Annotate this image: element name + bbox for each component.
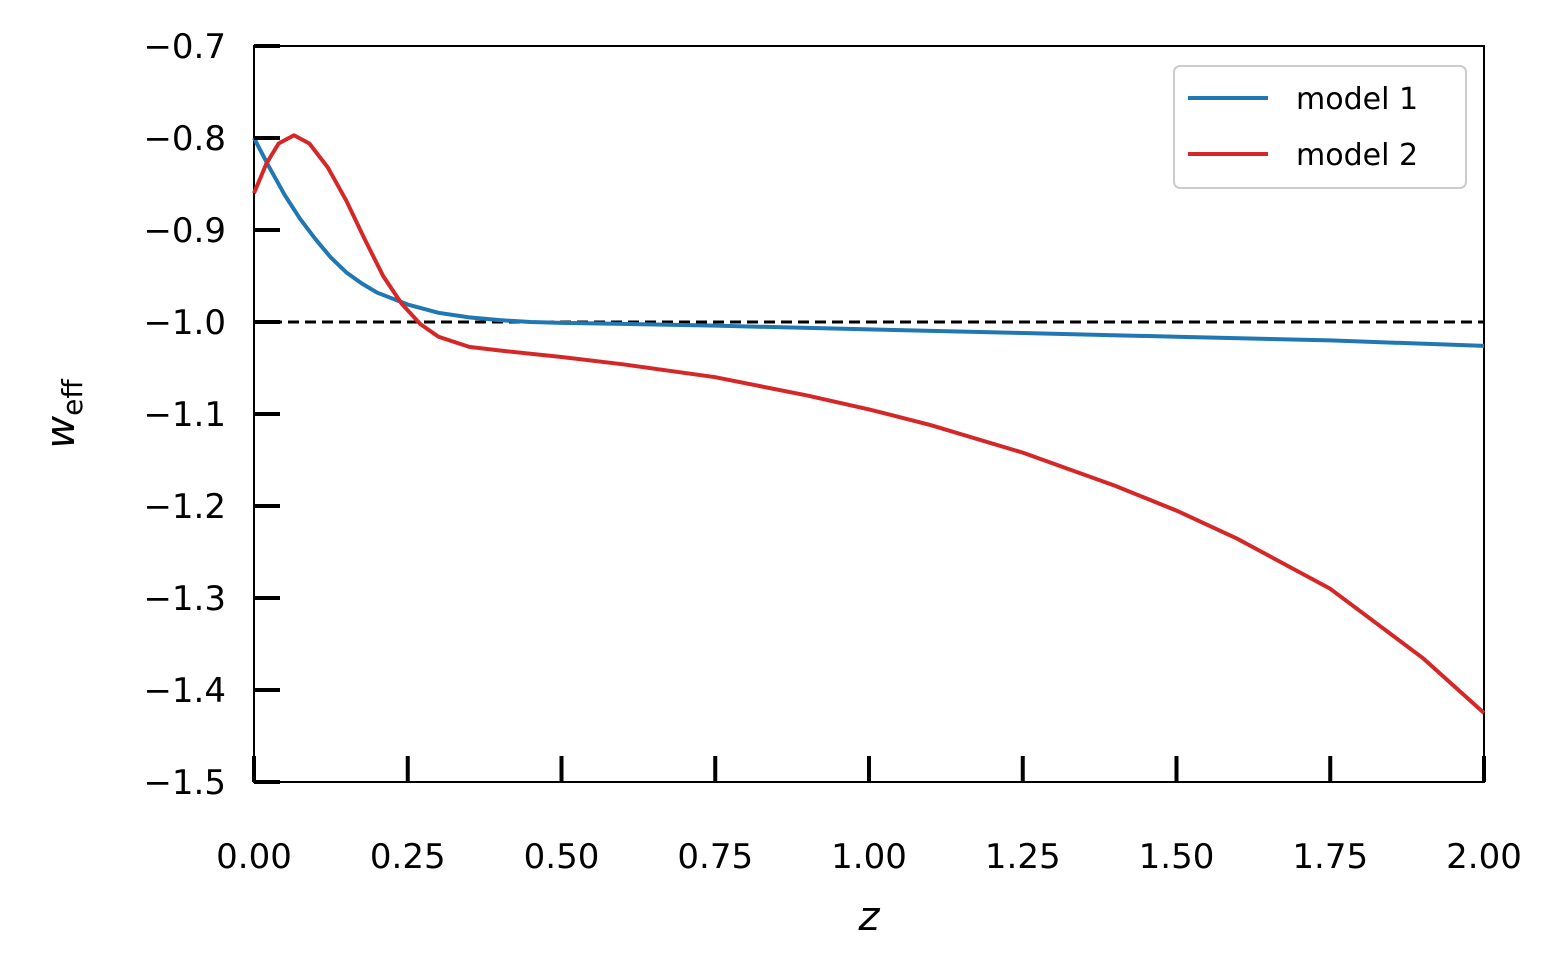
y-tick-label: −1.1 (143, 395, 226, 435)
series-line-1 (252, 137, 1485, 348)
x-tick-label: 0.25 (370, 837, 446, 877)
series-line-2 (252, 133, 1486, 715)
x-tick-label: 0.75 (677, 837, 753, 877)
y-tick-label: −1.5 (143, 763, 226, 803)
y-tick-label: −0.8 (143, 119, 226, 159)
y-tick-label: −0.9 (143, 211, 226, 251)
y-tick-label: −1.2 (143, 487, 226, 527)
x-tick-label: 1.75 (1292, 837, 1368, 877)
x-tick-label: 2.00 (1446, 837, 1522, 877)
y-tick-label: −1.3 (143, 579, 226, 619)
y-tick-label: −1.0 (143, 303, 226, 343)
x-axis-label: z (858, 894, 881, 940)
legend: model 1 model 2 (1173, 65, 1467, 189)
y-axis-ticks: −1.5 −1.4 −1.3 −1.2 −1.1 −1.0 −0.9 −0.8 −0.7 (143, 27, 280, 803)
x-tick-label: 1.00 (831, 837, 907, 877)
legend-label-2: model 2 (1296, 138, 1418, 173)
x-tick-label: 0.50 (524, 837, 600, 877)
x-tick-label: 1.25 (985, 837, 1061, 877)
y-tick-label: −1.4 (143, 671, 226, 711)
legend-label-1: model 1 (1296, 82, 1418, 117)
x-axis-ticks: 0.00 0.25 0.50 0.75 1.00 1.25 1.50 1.75 2.00 (216, 756, 1522, 877)
y-axis-label-sub: eff (56, 379, 89, 416)
y-axis-label-main: w (38, 416, 84, 449)
x-tick-label: 1.50 (1139, 837, 1215, 877)
y-axis-label: weff (38, 379, 89, 449)
y-tick-label: −0.7 (143, 27, 226, 67)
series-group (252, 133, 1486, 715)
x-tick-label: 0.00 (216, 837, 292, 877)
